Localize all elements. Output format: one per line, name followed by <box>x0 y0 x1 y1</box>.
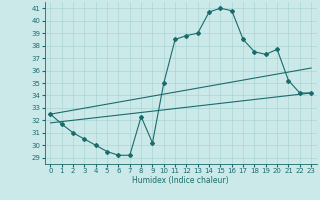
X-axis label: Humidex (Indice chaleur): Humidex (Indice chaleur) <box>132 176 229 185</box>
